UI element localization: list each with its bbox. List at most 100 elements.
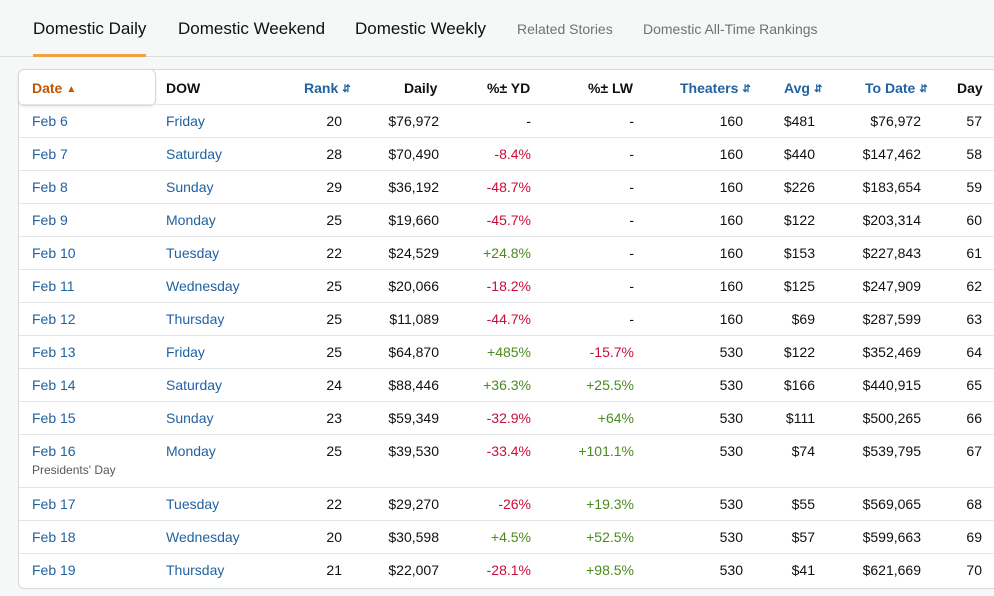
cell-theaters: 160 bbox=[719, 113, 743, 129]
cell-date[interactable]: Feb 8 bbox=[32, 179, 68, 195]
cell-day: 61 bbox=[966, 245, 982, 261]
cell-dow[interactable]: Friday bbox=[166, 113, 205, 129]
cell-rank: 21 bbox=[326, 562, 342, 578]
cell-to-date: $183,654 bbox=[862, 179, 921, 195]
cell-yd: -44.7% bbox=[486, 311, 531, 327]
cell-to-date: $569,065 bbox=[862, 496, 921, 512]
cell-lw: - bbox=[629, 146, 634, 162]
cell-rank: 23 bbox=[326, 410, 342, 426]
cell-avg: $166 bbox=[783, 377, 815, 393]
cell-dow[interactable]: Wednesday bbox=[166, 278, 240, 294]
date-header-highlight bbox=[18, 69, 156, 106]
column-header-yd: %± YD bbox=[487, 80, 531, 96]
column-header-day: Day bbox=[957, 80, 983, 96]
cell-date[interactable]: Feb 6 bbox=[32, 113, 68, 129]
cell-date[interactable]: Feb 16 bbox=[32, 443, 76, 459]
cell-date[interactable]: Feb 11 bbox=[32, 278, 75, 294]
cell-yd: +36.3% bbox=[483, 377, 531, 393]
cell-yd: +4.5% bbox=[490, 529, 531, 545]
cell-day: 58 bbox=[966, 146, 982, 162]
cell-lw: -15.7% bbox=[589, 344, 634, 360]
table-row: Feb 19 Thursday 21 $22,007 -28.1% +98.5% 530 $4… bbox=[19, 553, 994, 587]
cell-date[interactable]: Feb 7 bbox=[32, 146, 68, 162]
cell-dow[interactable]: Thursday bbox=[166, 562, 225, 578]
cell-rank: 29 bbox=[326, 179, 342, 195]
cell-dow[interactable]: Monday bbox=[166, 212, 216, 228]
cell-rank: 25 bbox=[326, 212, 342, 228]
cell-dow[interactable]: Saturday bbox=[166, 146, 223, 162]
cell-to-date: $147,462 bbox=[862, 146, 921, 162]
cell-dow[interactable]: Monday bbox=[166, 443, 216, 459]
cell-day: 66 bbox=[966, 410, 982, 426]
cell-theaters: 530 bbox=[719, 529, 743, 545]
column-header-rank-label: Rank bbox=[304, 80, 339, 96]
tab-related-stories[interactable]: Related Stories bbox=[517, 21, 613, 37]
cell-date[interactable]: Feb 14 bbox=[32, 377, 76, 393]
column-header-date[interactable]: Date ▲ bbox=[32, 69, 76, 106]
cell-dow[interactable]: Saturday bbox=[166, 377, 223, 393]
cell-lw: - bbox=[629, 311, 634, 327]
tab-domestic-daily[interactable]: Domestic Daily bbox=[33, 0, 147, 57]
cell-lw: +101.1% bbox=[578, 443, 634, 459]
cell-daily: $30,598 bbox=[388, 529, 439, 545]
cell-to-date: $76,972 bbox=[870, 113, 921, 129]
daily-box-office-table bbox=[18, 69, 994, 589]
cell-dow[interactable]: Friday bbox=[166, 344, 205, 360]
cell-daily: $59,349 bbox=[388, 410, 439, 426]
cell-avg: $41 bbox=[791, 562, 815, 578]
cell-rank: 22 bbox=[326, 496, 342, 512]
cell-rank: 20 bbox=[326, 113, 342, 129]
cell-lw: - bbox=[629, 179, 634, 195]
cell-date[interactable]: Feb 10 bbox=[32, 245, 76, 261]
column-header-avg[interactable]: Avg ⇵ bbox=[784, 69, 822, 106]
cell-theaters: 160 bbox=[719, 278, 743, 294]
cell-day: 60 bbox=[966, 212, 982, 228]
cell-avg: $440 bbox=[783, 146, 815, 162]
cell-dow[interactable]: Sunday bbox=[166, 179, 214, 195]
cell-dow[interactable]: Thursday bbox=[166, 311, 225, 327]
cell-date[interactable]: Feb 12 bbox=[32, 311, 76, 327]
cell-daily: $11,089 bbox=[389, 311, 439, 327]
cell-dow[interactable]: Tuesday bbox=[166, 245, 220, 261]
cell-avg: $57 bbox=[791, 529, 815, 545]
cell-date[interactable]: Feb 19 bbox=[32, 562, 76, 578]
holiday-note: Presidents' Day bbox=[32, 463, 116, 477]
cell-to-date: $287,599 bbox=[862, 311, 921, 327]
table-row: Feb 16 Monday 25 $39,530 -33.4% +101.1% 530 $74… bbox=[19, 434, 994, 488]
cell-dow[interactable]: Sunday bbox=[166, 410, 214, 426]
tab-domestic-weekly[interactable]: Domestic Weekly bbox=[355, 19, 486, 38]
cell-lw: +64% bbox=[597, 410, 634, 426]
cell-avg: $481 bbox=[783, 113, 815, 129]
cell-theaters: 160 bbox=[719, 245, 743, 261]
cell-date[interactable]: Feb 15 bbox=[32, 410, 76, 426]
cell-date[interactable]: Feb 17 bbox=[32, 496, 76, 512]
cell-to-date: $440,915 bbox=[862, 377, 921, 393]
cell-lw: +19.3% bbox=[586, 496, 634, 512]
cell-dow[interactable]: Wednesday bbox=[166, 529, 240, 545]
cell-daily: $64,870 bbox=[388, 344, 439, 360]
column-header-rank[interactable]: Rank ⇵ bbox=[304, 69, 351, 106]
cell-day: 65 bbox=[966, 377, 982, 393]
tab-domestic-all-time-rankings[interactable]: Domestic All-Time Rankings bbox=[643, 21, 818, 37]
cell-lw: - bbox=[629, 113, 634, 129]
cell-date[interactable]: Feb 9 bbox=[32, 212, 68, 228]
column-header-to-date[interactable]: To Date ⇵ bbox=[865, 69, 928, 106]
cell-date[interactable]: Feb 18 bbox=[32, 529, 76, 545]
column-header-dow: DOW bbox=[166, 80, 201, 96]
tab-domestic-weekend[interactable]: Domestic Weekend bbox=[178, 19, 326, 38]
cell-theaters: 160 bbox=[719, 212, 743, 228]
cell-rank: 22 bbox=[326, 245, 342, 261]
cell-day: 70 bbox=[966, 562, 982, 578]
cell-theaters: 530 bbox=[719, 496, 743, 512]
column-header-theaters[interactable]: Theaters ⇵ bbox=[680, 69, 751, 106]
cell-dow[interactable]: Tuesday bbox=[166, 496, 220, 512]
table-row: Feb 14 Saturday 24 $88,446 +36.3% +25.5% 530 $1… bbox=[19, 368, 994, 402]
cell-date[interactable]: Feb 13 bbox=[32, 344, 76, 360]
cell-theaters: 160 bbox=[719, 146, 743, 162]
cell-day: 63 bbox=[966, 311, 982, 327]
table-row: Feb 18 Wednesday 20 $30,598 +4.5% +52.5% 530 $5… bbox=[19, 520, 994, 554]
cell-lw: - bbox=[629, 245, 634, 261]
cell-avg: $153 bbox=[783, 245, 815, 261]
cell-lw: +25.5% bbox=[586, 377, 634, 393]
cell-rank: 20 bbox=[326, 529, 342, 545]
